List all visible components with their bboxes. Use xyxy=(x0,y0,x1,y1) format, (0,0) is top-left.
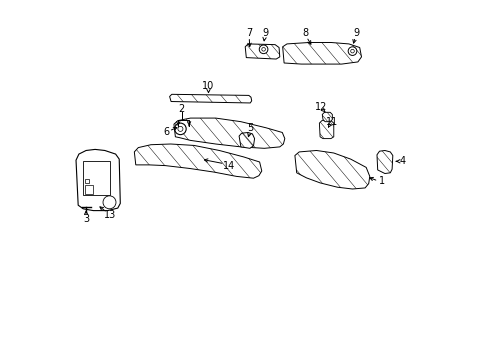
Text: 9: 9 xyxy=(352,28,358,38)
Text: 6: 6 xyxy=(163,127,169,138)
Text: 9: 9 xyxy=(262,28,268,39)
Text: 1: 1 xyxy=(378,176,384,186)
Polygon shape xyxy=(322,112,332,122)
Circle shape xyxy=(178,126,183,131)
Text: 2: 2 xyxy=(179,104,184,114)
Text: 4: 4 xyxy=(399,156,405,166)
Bar xyxy=(85,185,92,194)
Bar xyxy=(85,179,89,183)
Circle shape xyxy=(259,45,267,54)
Circle shape xyxy=(103,196,116,209)
Text: 10: 10 xyxy=(202,81,214,91)
Polygon shape xyxy=(76,149,120,211)
Text: 13: 13 xyxy=(103,210,116,220)
Polygon shape xyxy=(134,144,261,178)
Text: 3: 3 xyxy=(83,214,89,224)
Polygon shape xyxy=(294,150,369,189)
Text: 11: 11 xyxy=(325,117,337,127)
Polygon shape xyxy=(174,118,284,148)
Text: 8: 8 xyxy=(302,28,308,38)
Polygon shape xyxy=(319,121,333,139)
Text: 7: 7 xyxy=(245,28,252,39)
Bar xyxy=(83,161,110,195)
Polygon shape xyxy=(376,150,392,174)
Circle shape xyxy=(174,123,186,135)
Circle shape xyxy=(350,49,354,53)
Text: 5: 5 xyxy=(247,123,253,133)
Circle shape xyxy=(261,48,265,51)
Polygon shape xyxy=(169,94,251,103)
Polygon shape xyxy=(239,132,254,148)
Text: 12: 12 xyxy=(315,102,327,112)
Circle shape xyxy=(347,47,356,55)
Polygon shape xyxy=(282,42,361,64)
Polygon shape xyxy=(244,44,279,59)
Text: 14: 14 xyxy=(223,161,235,171)
